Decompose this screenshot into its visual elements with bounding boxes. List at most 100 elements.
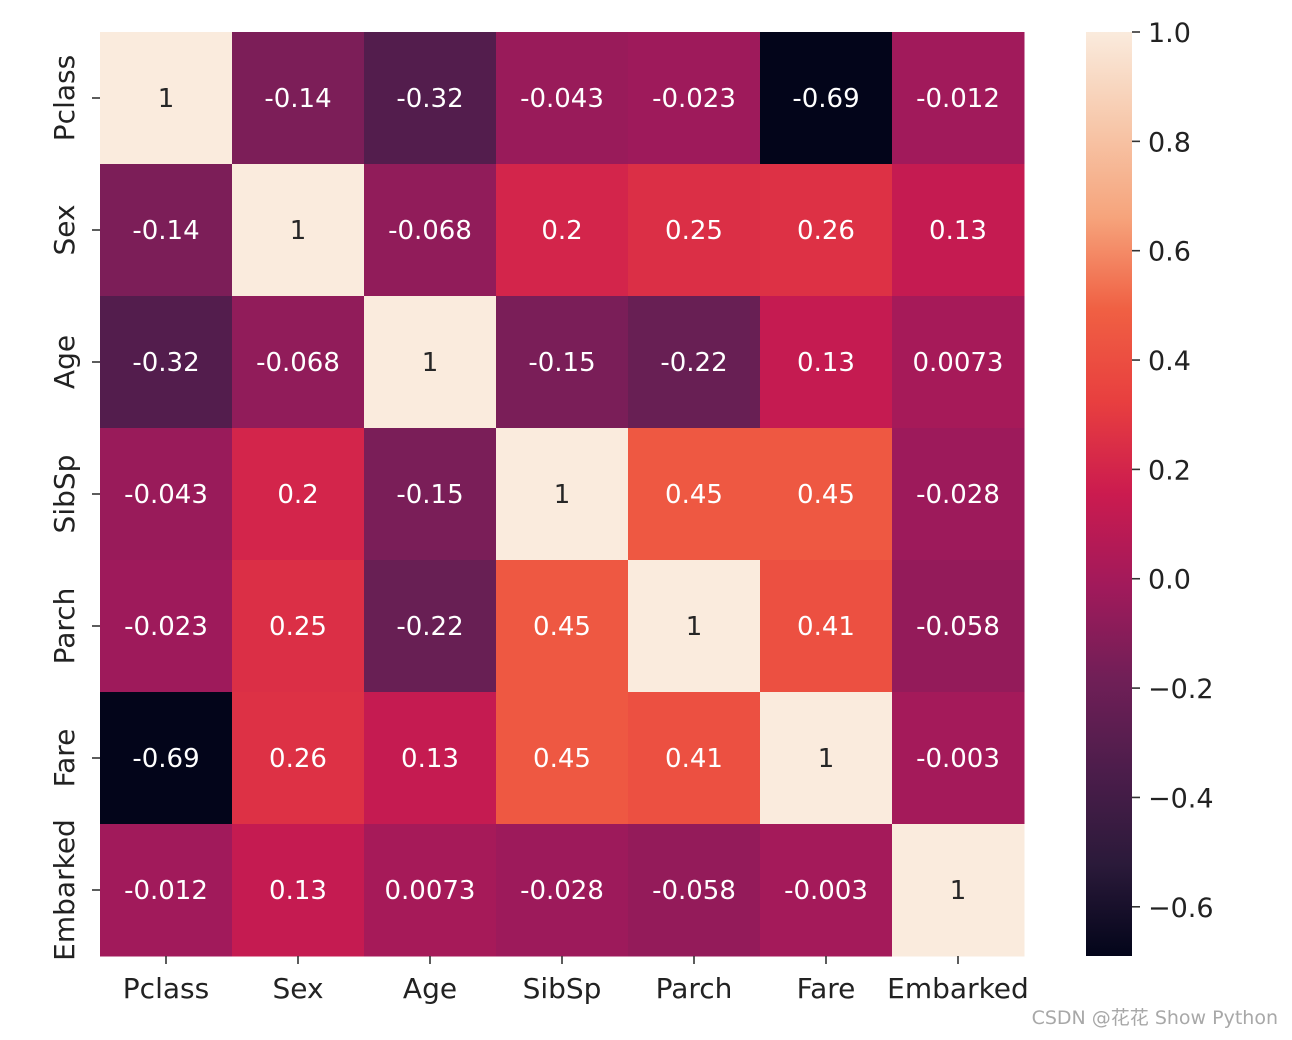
colorbar-tick-label-0: 1.0 <box>1148 18 1191 49</box>
heatmap-cell-2-6 <box>892 296 1025 429</box>
heatmap-cell-label-4-6: -0.058 <box>916 612 1000 642</box>
colorbar-tick-label-3: 0.4 <box>1148 346 1191 377</box>
heatmap-cell-label-3-1: 0.2 <box>277 480 318 510</box>
heatmap-cell-4-3 <box>496 560 629 693</box>
heatmap-cell-label-0-1: -0.14 <box>264 84 331 114</box>
heatmap-cell-label-5-4: 0.41 <box>665 744 723 774</box>
heatmap-cell-6-0 <box>100 824 233 957</box>
heatmap-cell-6-6 <box>892 824 1025 957</box>
heatmap-cell-5-2 <box>364 692 497 825</box>
heatmap-cell-6-1 <box>232 824 365 957</box>
heatmap-cell-label-6-5: -0.003 <box>784 876 868 906</box>
heatmap-cell-label-2-6: 0.0073 <box>913 348 1004 378</box>
y-tick-label-3: SibSp <box>48 455 81 534</box>
heatmap-cell-label-4-2: -0.22 <box>396 612 463 642</box>
heatmap-cell-label-4-3: 0.45 <box>533 612 591 642</box>
heatmap-cell-label-4-1: 0.25 <box>269 612 327 642</box>
heatmap-cell-5-0 <box>100 692 233 825</box>
heatmap-cell-6-4 <box>628 824 761 957</box>
heatmap-cell-1-2 <box>364 164 497 297</box>
x-axis: Pclass Sex Age SibSp Parch Fare Embarked <box>123 956 1029 1005</box>
heatmap-cell-4-2 <box>364 560 497 693</box>
x-tick-label-2: Age <box>403 972 457 1005</box>
heatmap-cell-label-6-3: -0.028 <box>520 876 604 906</box>
heatmap-cell-label-4-0: -0.023 <box>124 612 208 642</box>
heatmap-cell-2-1 <box>232 296 365 429</box>
heatmap-cell-2-2 <box>364 296 497 429</box>
heatmap-cell-label-0-0: 1 <box>158 84 175 114</box>
y-tick-label-6: Embarked <box>48 819 81 961</box>
heatmap-cell-4-0 <box>100 560 233 693</box>
colorbar-gradient <box>1086 32 1132 956</box>
heatmap-cell-label-5-6: -0.003 <box>916 744 1000 774</box>
heatmap-cell-6-5 <box>760 824 893 957</box>
x-tick-label-3: SibSp <box>523 972 602 1005</box>
heatmap-cell-label-5-0: -0.69 <box>132 744 199 774</box>
heatmap-cell-label-1-1: 1 <box>290 216 307 246</box>
heatmap-cell-label-2-4: -0.22 <box>660 348 727 378</box>
heatmap-cell-label-6-1: 0.13 <box>269 876 327 906</box>
heatmap-cell-label-6-0: -0.012 <box>124 876 208 906</box>
heatmap-cell-label-1-0: -0.14 <box>132 216 199 246</box>
heatmap-cell-0-2 <box>364 32 497 165</box>
heatmap-cell-label-0-6: -0.012 <box>916 84 1000 114</box>
heatmap-cell-label-2-5: 0.13 <box>797 348 855 378</box>
heatmap-cell-label-0-2: -0.32 <box>396 84 463 114</box>
heatmap-cell-5-5 <box>760 692 893 825</box>
heatmap-cell-label-6-6: 1 <box>950 876 967 906</box>
heatmap-cell-6-2 <box>364 824 497 957</box>
heatmap-cell-label-0-4: -0.023 <box>652 84 736 114</box>
heatmap-cell-0-4 <box>628 32 761 165</box>
colorbar-tick-label-4: 0.2 <box>1148 455 1191 486</box>
heatmap-cell-label-1-3: 0.2 <box>541 216 582 246</box>
colorbar: 1.0 0.8 0.6 0.4 0.2 0.0 −0.2 −0.4 −0.6 <box>1086 18 1214 956</box>
heatmap-cell-label-5-3: 0.45 <box>533 744 591 774</box>
heatmap-cell-label-4-4: 1 <box>686 612 703 642</box>
heatmap-cell-label-3-2: -0.15 <box>396 480 463 510</box>
heatmap-cell-4-4 <box>628 560 761 693</box>
heatmap-cell-label-2-1: -0.068 <box>256 348 340 378</box>
heatmap-cell-3-5 <box>760 428 893 561</box>
heatmap-cell-5-6 <box>892 692 1025 825</box>
heatmap-cell-1-0 <box>100 164 233 297</box>
heatmap-cell-label-1-5: 0.26 <box>797 216 855 246</box>
y-tick-label-4: Parch <box>48 588 81 665</box>
heatmap-cell-1-4 <box>628 164 761 297</box>
heatmap-cell-label-1-2: -0.068 <box>388 216 472 246</box>
x-tick-label-6: Embarked <box>887 972 1029 1005</box>
heatmap-cell-4-6 <box>892 560 1025 693</box>
heatmap-cell-label-1-6: 0.13 <box>929 216 987 246</box>
heatmap-cell-0-3 <box>496 32 629 165</box>
heatmap-cell-2-5 <box>760 296 893 429</box>
heatmap-cell-1-3 <box>496 164 629 297</box>
heatmap-cell-1-5 <box>760 164 893 297</box>
y-axis: Pclass Sex Age SibSp Parch Fare Embarked <box>48 55 100 961</box>
x-tick-label-5: Fare <box>797 972 856 1005</box>
heatmap-cell-label-2-2: 1 <box>422 348 439 378</box>
heatmap-cell-0-5 <box>760 32 893 165</box>
heatmap-cell-label-3-4: 0.45 <box>665 480 723 510</box>
heatmap-cell-label-4-5: 0.41 <box>797 612 855 642</box>
heatmap-cell-label-5-2: 0.13 <box>401 744 459 774</box>
heatmap-cell-label-3-5: 0.45 <box>797 480 855 510</box>
y-tick-label-2: Age <box>48 335 81 389</box>
x-tick-label-1: Sex <box>272 972 323 1005</box>
heatmap-cell-0-1 <box>232 32 365 165</box>
heatmap-cell-0-0 <box>100 32 233 165</box>
heatmap-cell-label-1-4: 0.25 <box>665 216 723 246</box>
heatmap-cell-label-0-3: -0.043 <box>520 84 604 114</box>
x-tick-label-0: Pclass <box>123 972 209 1005</box>
heatmap-annotations: 1 -0.14 -0.32 -0.043 -0.023 -0.69 -0.012 -0.14 1… <box>124 84 1003 906</box>
heatmap-cell-4-1 <box>232 560 365 693</box>
heatmap-cell-3-2 <box>364 428 497 561</box>
y-tick-label-1: Sex <box>48 204 81 255</box>
heatmap-cell-label-6-2: 0.0073 <box>385 876 476 906</box>
heatmap-cell-3-6 <box>892 428 1025 561</box>
colorbar-tick-label-2: 0.6 <box>1148 237 1191 268</box>
heatmap-cell-label-5-5: 1 <box>818 744 835 774</box>
heatmap-cell-3-0 <box>100 428 233 561</box>
colorbar-tick-label-7: −0.4 <box>1148 783 1214 814</box>
heatmap-cell-0-6 <box>892 32 1025 165</box>
heatmap-cell-1-6 <box>892 164 1025 297</box>
